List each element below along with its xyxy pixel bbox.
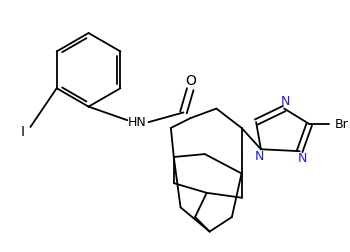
Text: O: O — [185, 74, 196, 88]
Text: N: N — [298, 152, 307, 165]
Text: N: N — [280, 95, 290, 108]
Text: Br: Br — [335, 118, 348, 131]
Text: HN: HN — [128, 116, 146, 129]
Text: I: I — [21, 125, 25, 139]
Text: N: N — [254, 150, 264, 164]
